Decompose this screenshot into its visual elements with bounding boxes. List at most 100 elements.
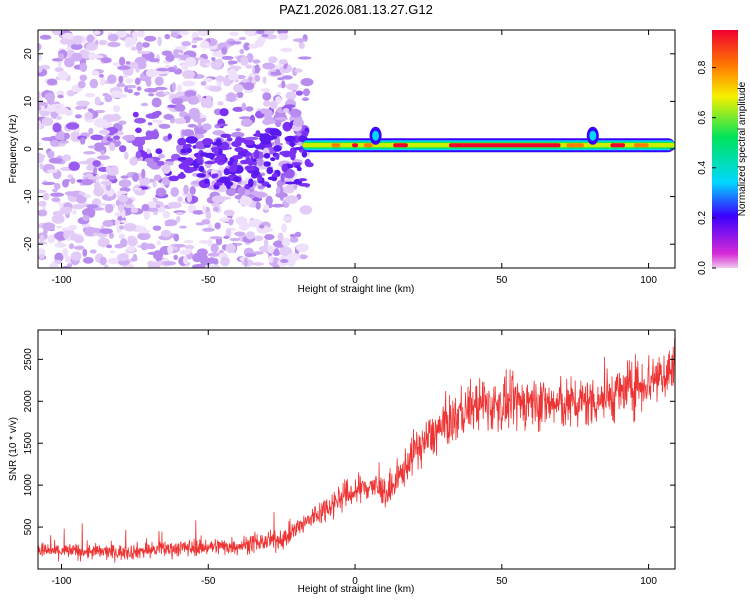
noise-blob <box>283 104 296 108</box>
noise-blob <box>244 136 259 141</box>
noise-blob <box>155 148 163 155</box>
noise-blob <box>274 117 288 121</box>
noise-blob <box>274 248 280 256</box>
noise-blob <box>117 65 131 70</box>
noise-blob <box>244 165 256 172</box>
noise-blob <box>300 78 314 87</box>
spectrogram-noise <box>38 30 314 268</box>
noise-blob <box>301 130 309 137</box>
noise-blob <box>240 159 251 165</box>
noise-blob <box>263 204 270 211</box>
noise-blob <box>38 65 43 73</box>
noise-blob <box>38 105 42 111</box>
noise-blob <box>278 33 289 41</box>
noise-blob <box>106 174 117 181</box>
noise-blob <box>256 192 264 199</box>
spectrogram-x-ticks: -100 -50 0 50 100 <box>51 30 657 286</box>
noise-blob <box>50 139 60 147</box>
noise-blob <box>281 75 293 80</box>
noise-blob <box>38 43 42 51</box>
noise-blob <box>156 260 165 266</box>
noise-blob <box>107 74 117 84</box>
noise-blob <box>126 246 136 252</box>
noise-blob <box>174 117 186 125</box>
noise-blob <box>49 262 59 268</box>
noise-blob <box>185 143 192 149</box>
noise-blob <box>285 91 297 101</box>
noise-blob <box>263 239 269 248</box>
noise-blob <box>38 248 46 257</box>
noise-blob <box>261 33 269 38</box>
noise-blob <box>113 135 120 140</box>
noise-blob <box>227 72 239 81</box>
noise-blob <box>263 152 271 159</box>
noise-blob <box>134 77 141 85</box>
noise-blob <box>51 214 65 224</box>
spectrogram-x-label: Height of straight line (km) <box>298 284 415 295</box>
noise-blob <box>71 204 85 210</box>
noise-blob <box>220 256 230 267</box>
noise-blob <box>112 62 121 66</box>
noise-blob <box>38 120 42 130</box>
noise-blob <box>276 91 281 96</box>
noise-blob <box>254 149 260 159</box>
noise-blob <box>202 227 215 232</box>
noise-blob <box>120 220 128 223</box>
noise-blob <box>62 179 69 188</box>
noise-blob <box>66 89 75 97</box>
noise-blob <box>295 90 303 96</box>
noise-blob <box>246 30 256 37</box>
noise-blob <box>269 128 281 136</box>
noise-blob <box>141 168 146 179</box>
noise-blob <box>148 58 160 63</box>
noise-blob <box>167 133 172 140</box>
noise-blob <box>212 206 220 212</box>
noise-blob <box>186 193 192 203</box>
noise-blob <box>240 118 253 128</box>
y-tick-label: 500 <box>23 518 34 535</box>
tone-core <box>331 143 341 148</box>
noise-blob <box>243 42 251 51</box>
noise-blob <box>94 181 101 191</box>
noise-blob <box>267 245 274 254</box>
noise-blob <box>218 196 232 200</box>
noise-blob <box>56 225 62 229</box>
noise-blob <box>46 78 58 86</box>
noise-blob <box>118 233 125 240</box>
noise-blob <box>145 68 159 78</box>
tone-core <box>449 143 561 148</box>
noise-blob <box>289 233 297 238</box>
noise-blob <box>67 230 75 236</box>
noise-blob <box>92 160 101 167</box>
noise-blob <box>192 210 205 215</box>
noise-blob <box>284 135 296 142</box>
noise-blob <box>82 215 90 222</box>
x-tick-label: -100 <box>51 275 71 286</box>
noise-blob <box>67 174 74 179</box>
noise-blob <box>52 122 62 133</box>
noise-blob <box>216 58 223 67</box>
noise-blob <box>83 151 96 155</box>
noise-blob <box>72 209 77 215</box>
noise-blob <box>151 111 159 117</box>
noise-blob <box>202 123 212 131</box>
noise-blob <box>44 92 56 101</box>
noise-blob <box>185 157 194 165</box>
noise-blob <box>107 41 121 48</box>
noise-blob <box>182 80 196 87</box>
noise-blob <box>292 119 305 127</box>
noise-blob <box>165 54 175 62</box>
noise-blob <box>176 84 183 93</box>
noise-blob <box>77 80 86 89</box>
noise-blob <box>233 83 244 93</box>
noise-blob <box>180 148 188 154</box>
noise-blob <box>183 256 188 265</box>
noise-blob <box>275 153 280 160</box>
noise-blob <box>297 56 312 60</box>
noise-blob <box>304 158 311 167</box>
noise-blob <box>296 243 309 252</box>
noise-blob <box>205 211 212 220</box>
noise-blob <box>100 180 113 186</box>
noise-blob <box>228 41 242 45</box>
